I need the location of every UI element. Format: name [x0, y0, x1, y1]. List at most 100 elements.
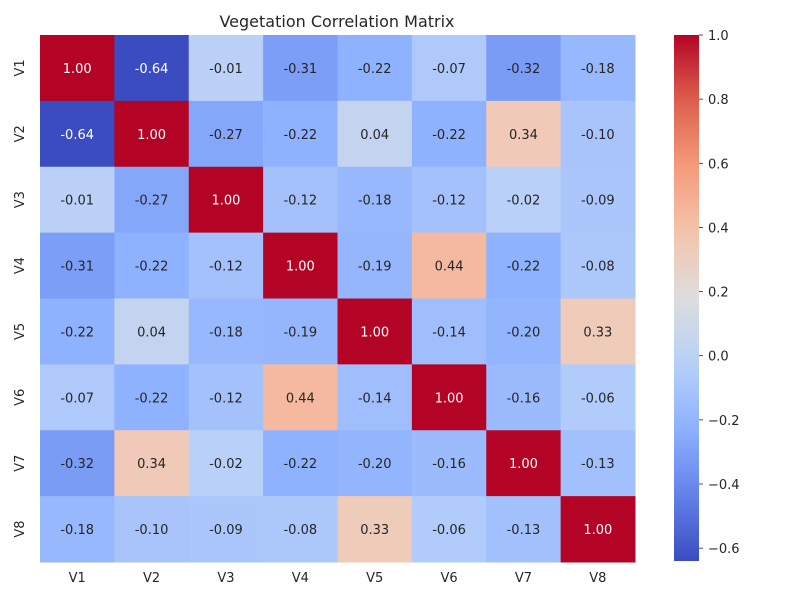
cell-value-label: -0.13: [507, 523, 541, 538]
cell-value-label: -0.22: [135, 260, 169, 275]
cell-value-label: -0.12: [209, 260, 243, 275]
cell-value-label: -0.02: [209, 457, 243, 472]
heatmap-cell: [40, 430, 115, 497]
x-tick-label: V7: [515, 571, 532, 586]
cell-value-label: -0.19: [283, 325, 317, 340]
y-axis-ticks: V1 V2 V3 V4 V5 V6 V7 V8: [13, 59, 28, 537]
heatmap-cell: [411, 496, 487, 563]
x-tick-label: V1: [69, 571, 86, 586]
colorbar-tick-label: 0.6: [708, 157, 729, 172]
cell-value-label: 0.34: [509, 128, 538, 143]
cell-value-label: 0.34: [137, 457, 166, 472]
cell-value-label: -0.07: [60, 391, 94, 406]
cell-value-label: 0.44: [286, 391, 315, 406]
cell-value-label: -0.31: [60, 260, 94, 275]
heatmap-cell: [560, 35, 636, 102]
y-tick-label: V4: [13, 257, 28, 274]
cell-value-label: -0.02: [507, 194, 541, 209]
heatmap-cell: [114, 100, 190, 168]
heatmap-cell: [560, 232, 636, 299]
heatmap-cell: [114, 35, 190, 102]
heatmap-cell: [40, 298, 115, 365]
heatmap-cell: [114, 298, 190, 365]
heatmap-cell: [337, 364, 413, 431]
heatmap-cell: [337, 232, 413, 299]
heatmap-cell: [486, 364, 562, 431]
heatmap-cell: [114, 166, 190, 234]
heatmap-cell: [263, 298, 338, 365]
heatmap-cell: [337, 496, 413, 563]
cell-value-label: 1.00: [286, 260, 315, 275]
heatmap-cell: [263, 35, 338, 102]
heatmap-cell: [114, 232, 190, 299]
cell-value-label: -0.22: [283, 128, 317, 143]
heatmap-cell: [263, 364, 338, 431]
heatmap-cell: [188, 232, 264, 299]
cell-value-label: -0.22: [432, 128, 466, 143]
y-tick-label: V2: [13, 125, 28, 142]
y-tick-label: V1: [13, 59, 28, 76]
cell-value-label: -0.31: [283, 62, 317, 77]
heatmap-cell: [263, 496, 338, 563]
cell-value-label: 1.00: [509, 457, 538, 472]
heatmap-cell: [560, 298, 636, 365]
heatmap-cell: [114, 430, 190, 497]
heatmap-cell: [411, 100, 487, 168]
heatmap-cell: [486, 298, 562, 365]
x-tick-label: V6: [440, 571, 457, 586]
heatmap-cell: [486, 166, 562, 234]
heatmap-cell: [40, 35, 115, 102]
heatmap-cell: [337, 166, 413, 234]
heatmap-cell: [337, 298, 413, 365]
colorbar-tick-label: 0.0: [708, 350, 729, 365]
x-tick-label: V3: [217, 571, 234, 586]
y-tick-label: V5: [13, 323, 28, 340]
colorbar-gradient: [674, 35, 699, 561]
cell-value-label: -0.13: [581, 457, 615, 472]
y-tick-label: V3: [13, 191, 28, 208]
x-tick-label: V4: [292, 571, 309, 586]
heatmap-cell: [188, 100, 264, 168]
cell-value-label: -0.16: [507, 391, 541, 406]
cell-value-label: 1.00: [360, 325, 389, 340]
cell-value-label: -0.06: [432, 523, 466, 538]
cell-value-label: -0.01: [209, 62, 243, 77]
heatmap-cell: [560, 364, 636, 431]
colorbar: −0.6 −0.4 −0.2 0.0 0.2 0.4 0.6 0.8 1.0: [674, 29, 740, 561]
cell-value-label: 1.00: [137, 128, 166, 143]
cell-value-label: -0.10: [581, 128, 615, 143]
heatmap-cell: [263, 430, 338, 497]
cell-value-label: -0.01: [60, 194, 94, 209]
colorbar-tick-label: −0.4: [708, 478, 740, 493]
cell-value-label: -0.12: [432, 194, 466, 209]
cell-value-label: -0.12: [209, 391, 243, 406]
heatmap-cells: 1.00 -0.64 -0.01 -0.31 -0.22 -0.07 -0.32 -0.18 -…: [40, 35, 636, 563]
cell-value-label: -0.64: [60, 128, 94, 143]
heatmap-cell: [337, 430, 413, 497]
heatmap-cell: [486, 430, 562, 497]
heatmap-cell: [188, 35, 264, 102]
heatmap-cell: [560, 100, 636, 168]
x-tick-label: V8: [589, 571, 606, 586]
cell-value-label: -0.22: [358, 62, 392, 77]
cell-value-label: -0.16: [432, 457, 466, 472]
heatmap-cell: [411, 364, 487, 431]
heatmap-cell: [188, 496, 264, 563]
heatmap-cell: [411, 430, 487, 497]
heatmap-cell: [337, 35, 413, 102]
cell-value-label: -0.18: [358, 194, 392, 209]
y-tick-label: V8: [13, 520, 28, 537]
cell-value-label: -0.27: [135, 194, 169, 209]
cell-value-label: -0.18: [60, 523, 94, 538]
cell-value-label: -0.09: [209, 523, 243, 538]
heatmap-cell: [40, 232, 115, 299]
heatmap-cell: [188, 430, 264, 497]
cell-value-label: -0.32: [60, 457, 94, 472]
cell-value-label: -0.32: [507, 62, 541, 77]
colorbar-tick-label: 0.4: [708, 221, 729, 236]
cell-value-label: -0.22: [507, 260, 541, 275]
heatmap-cell: [411, 35, 487, 102]
heatmap-cell: [486, 232, 562, 299]
